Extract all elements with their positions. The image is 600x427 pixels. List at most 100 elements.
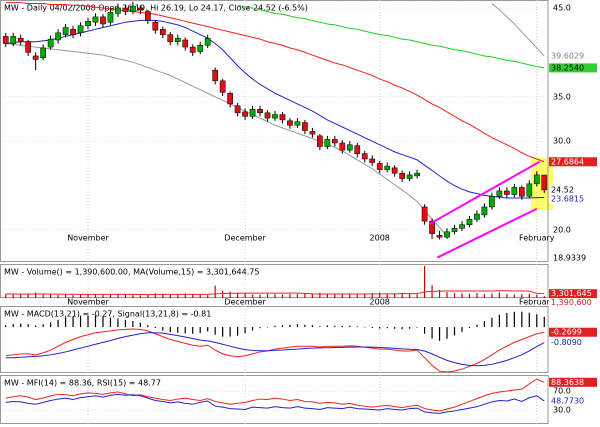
bar	[229, 327, 231, 337]
panel-title: MW - MACD(13,21) = -0.27, Signal(13,21,8…	[4, 310, 211, 319]
value-label-box	[549, 327, 597, 337]
value-label: 48.7730	[551, 397, 584, 406]
bar	[386, 294, 388, 298]
candle-body	[219, 80, 226, 93]
bar	[222, 290, 224, 298]
candle-body	[309, 131, 316, 135]
bar	[326, 293, 328, 298]
bar	[423, 265, 426, 298]
bar	[289, 294, 291, 298]
candle-body	[107, 12, 114, 23]
bar	[371, 293, 373, 298]
bar	[468, 293, 471, 298]
panel-frame	[0, 375, 549, 424]
candle-body	[451, 228, 458, 233]
candle-body	[489, 196, 495, 208]
candle-body	[317, 135, 323, 147]
candle-body	[10, 36, 17, 44]
bar	[50, 294, 52, 298]
bar	[438, 327, 441, 341]
bar	[274, 294, 276, 298]
panel-title: MW - Daily 04/02/2008 Open 26.19, Hi 26.…	[4, 4, 308, 13]
bar	[35, 325, 37, 328]
bar	[117, 293, 119, 298]
bar	[409, 294, 411, 298]
bar	[356, 293, 358, 298]
y-tick-label: 45.0	[553, 3, 571, 12]
value-label: 3,301,645	[551, 289, 592, 298]
candle-body	[100, 16, 106, 25]
bar	[364, 327, 366, 328]
bar	[5, 325, 7, 328]
bar	[109, 317, 112, 328]
bar	[506, 312, 508, 328]
candle-body	[144, 11, 151, 21]
bar	[311, 293, 313, 298]
bar	[50, 322, 52, 328]
bar	[192, 327, 194, 334]
bar	[528, 312, 530, 328]
bar	[42, 294, 44, 298]
bar	[87, 315, 89, 328]
bar	[349, 294, 351, 298]
bar	[304, 324, 306, 328]
bar	[169, 294, 171, 298]
x-tick-label: February	[519, 298, 555, 307]
y-tick-label: 70.0	[553, 387, 571, 396]
x-tick-label: December	[224, 298, 266, 307]
candle-body	[212, 69, 219, 82]
candle-body	[466, 219, 473, 225]
bar	[5, 294, 7, 298]
candle-body	[376, 163, 383, 170]
bar	[461, 293, 463, 298]
candle-body	[302, 122, 308, 131]
candle-body	[504, 190, 510, 195]
bar	[334, 325, 336, 328]
bar	[416, 294, 418, 298]
bar	[334, 294, 336, 298]
trendline	[429, 160, 541, 225]
bar	[35, 292, 37, 298]
bar	[12, 324, 14, 328]
bar	[438, 289, 441, 298]
bar	[453, 327, 456, 336]
candle-body	[481, 206, 488, 216]
value-label-box	[549, 63, 597, 73]
bar	[319, 326, 321, 328]
candle-body	[242, 111, 248, 117]
y-tick-label: 30.0	[553, 137, 571, 146]
candle-body	[541, 174, 548, 191]
line-series	[5, 328, 545, 373]
bar	[409, 327, 411, 329]
bar	[251, 327, 254, 331]
bar	[94, 315, 97, 328]
candle-body	[92, 16, 99, 23]
bar	[237, 327, 239, 336]
bar	[259, 327, 261, 329]
value-label-box	[549, 298, 597, 308]
bar	[244, 292, 246, 298]
value-label: 38.2540	[551, 63, 584, 72]
candle-body	[85, 21, 91, 27]
candle-body	[331, 139, 338, 144]
bar	[356, 326, 358, 328]
line-series	[5, 3, 545, 237]
bar	[214, 327, 216, 335]
bar	[304, 293, 306, 298]
panel-title: MW - MFI(14) = 88.36, RSI(15) = 48.77	[4, 379, 161, 388]
candle-body	[174, 37, 181, 42]
value-label-box	[549, 194, 597, 204]
bar	[266, 327, 269, 328]
candle-body	[234, 105, 241, 114]
value-label: 1,390,600	[551, 298, 592, 307]
x-tick-label: November	[67, 298, 109, 307]
value-label-box	[549, 338, 597, 348]
candle-body	[429, 220, 435, 234]
candle-body	[354, 145, 361, 154]
candle-body	[115, 7, 121, 14]
candle-body	[152, 21, 159, 31]
value-label-box	[549, 185, 597, 195]
candle-body	[70, 29, 76, 35]
bar	[229, 291, 231, 298]
